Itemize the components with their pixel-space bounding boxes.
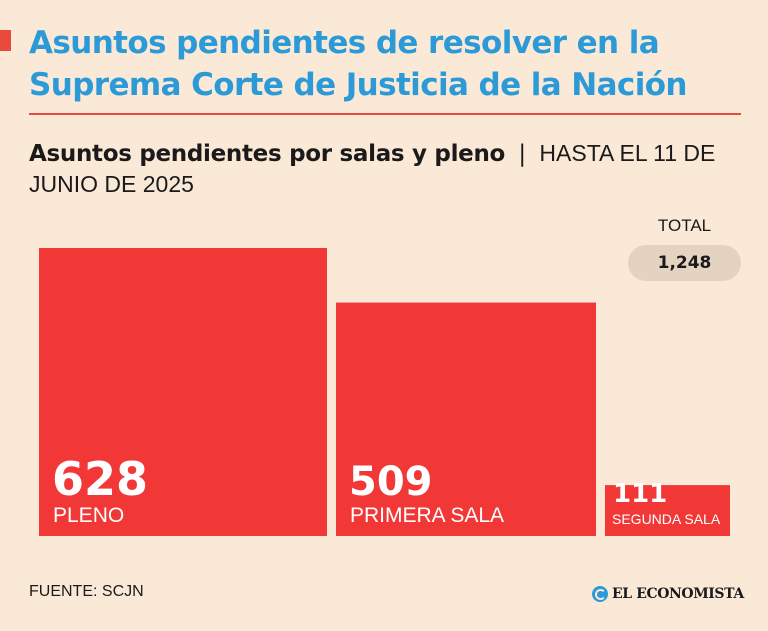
bar-value-label: 111 — [613, 479, 667, 509]
publisher-logo-text: EL ECONOMISTA — [612, 586, 744, 602]
page-title: Asuntos pendientes de resolver en la Sup… — [29, 25, 687, 103]
publisher-logo: EL ECONOMISTA — [592, 584, 744, 604]
title-accent-mark — [0, 30, 11, 51]
el-economista-logo-icon — [592, 586, 608, 602]
chart-subtitle-bold: Asuntos pendientes por salas y pleno — [29, 141, 506, 167]
chart-subtitle-date: HASTA EL 11 DE JUNIO DE 2025 — [29, 140, 716, 197]
bar-category-label: PRIMERA SALA — [350, 504, 504, 527]
total-label: TOTAL — [657, 216, 712, 235]
bar-category-label: SEGUNDA SALA — [612, 511, 721, 527]
title-divider — [29, 113, 741, 115]
bar-value-label: 628 — [52, 452, 148, 506]
total-value-badge: 1,248 — [628, 245, 741, 281]
bar-primera-sala — [336, 302, 596, 536]
source-note: FUENTE: SCJN — [29, 583, 144, 600]
bar-pleno — [39, 248, 327, 536]
bar-value-label: 509 — [349, 459, 433, 505]
bar-category-label: PLENO — [53, 504, 124, 527]
chart-subtitle: Asuntos pendientes por salas y pleno | H… — [29, 138, 729, 200]
chart-subtitle-separator: | — [518, 141, 527, 167]
bar-segunda-sala — [605, 485, 730, 536]
